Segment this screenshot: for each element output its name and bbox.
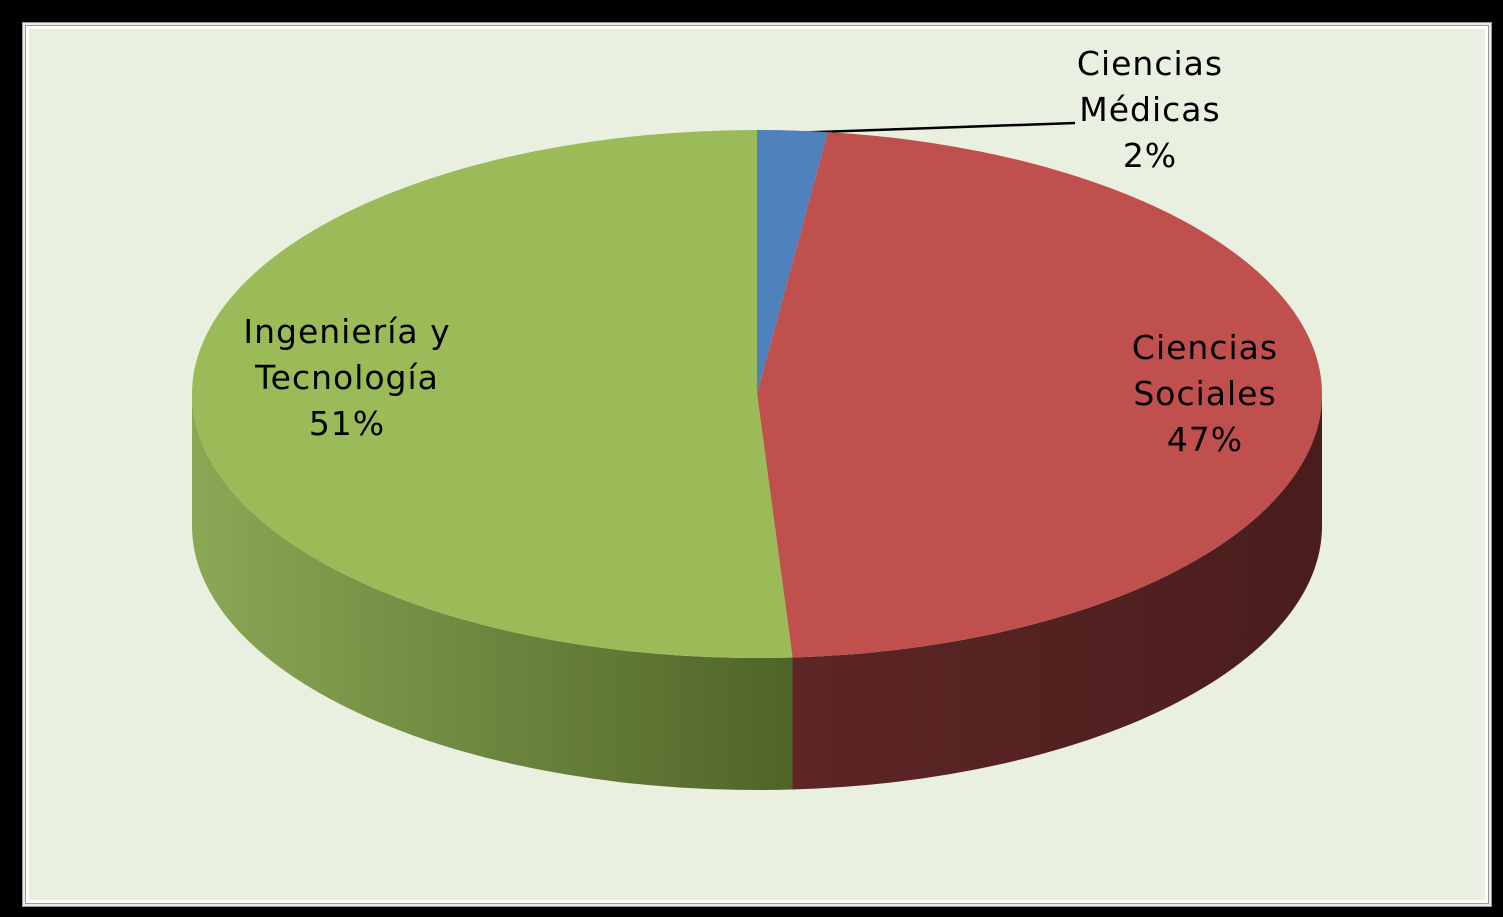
data-label: Ciencias Sociales 47%: [1085, 325, 1325, 463]
category-label: Ingeniería y Tecnología: [243, 312, 451, 397]
pie-side: [792, 394, 1322, 790]
pie-slice: [757, 132, 1322, 658]
pie-slice: [757, 130, 828, 394]
category-label: Ciencias Médicas: [1076, 44, 1224, 129]
value-label: 2%: [1122, 136, 1178, 175]
leader-line: [789, 121, 1076, 135]
value-label: 51%: [308, 404, 386, 443]
data-label: Ciencias Médicas 2%: [1030, 41, 1270, 179]
data-label: Ingeniería y Tecnología 51%: [227, 309, 467, 447]
pie-side: [192, 394, 793, 790]
value-label: 47%: [1166, 420, 1244, 459]
category-label: Ciencias Sociales: [1131, 328, 1279, 413]
pie-slice: [192, 130, 793, 658]
